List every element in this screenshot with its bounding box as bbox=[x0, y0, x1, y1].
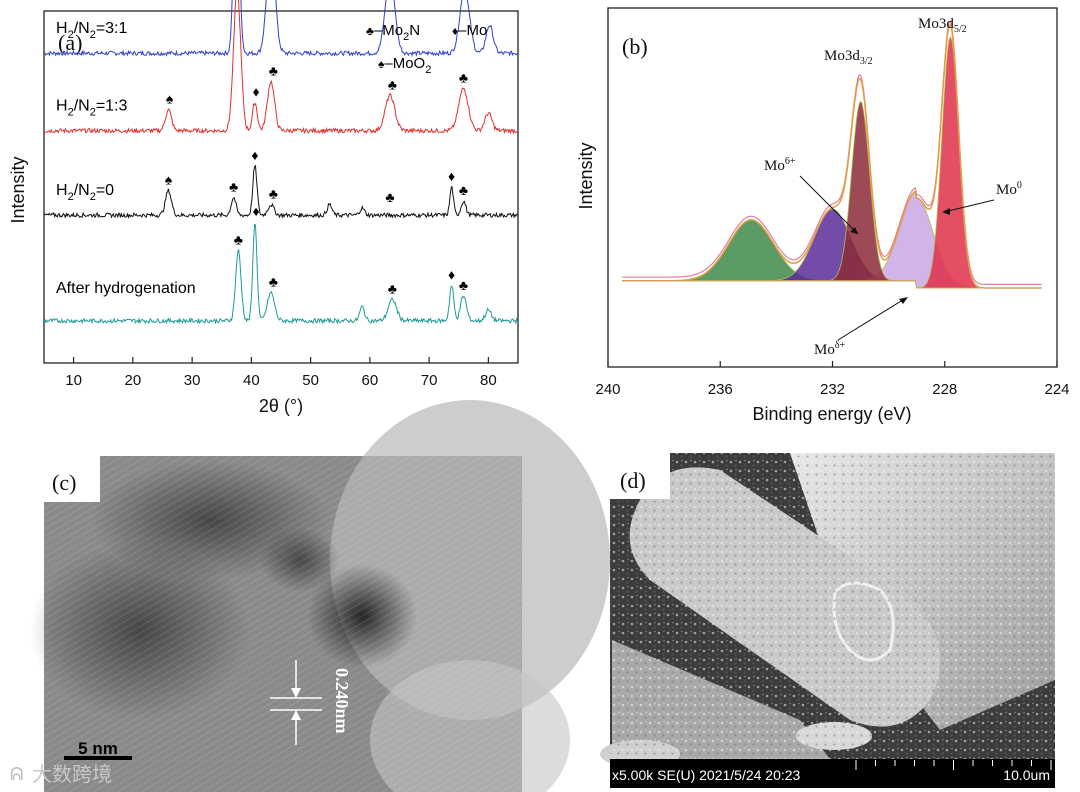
xrd-legend-entry: ♠–MoO2 bbox=[378, 55, 431, 76]
xrd-peak-marker: ♣ bbox=[229, 179, 238, 195]
xrd-peak-marker: ♦ bbox=[253, 203, 260, 219]
annotation-mo6: Mo6+ bbox=[764, 156, 796, 174]
panel-c-tem-image: (c) 0.240nm 5 nm bbox=[30, 400, 610, 792]
panel-d-label-box bbox=[610, 453, 670, 499]
xps-x-tick-label: 240 bbox=[595, 381, 620, 398]
xrd-series-label: H2/N2=1:3 bbox=[56, 98, 128, 119]
xrd-peak-marker: ♣ bbox=[385, 189, 394, 205]
xrd-peak-marker: ♣ bbox=[388, 281, 397, 297]
lattice-spacing-label: 0.240nm bbox=[332, 668, 352, 734]
panel-a-frame bbox=[43, 10, 519, 364]
xrd-y-axis-label: Intensity bbox=[8, 156, 28, 223]
xrd-peak-marker: ♦ bbox=[253, 84, 260, 100]
xps-baseline bbox=[622, 280, 1042, 289]
panel-a: (a) ♣♣♣♣H2/N2=3:1♠♣♦♣♣♣H2/N2=1:3♠♣♦♣♣♦♣H… bbox=[8, 0, 519, 416]
xps-components bbox=[622, 19, 1042, 289]
xps-x-tick-label: 228 bbox=[932, 381, 957, 398]
panel-a-label: (a) bbox=[58, 30, 82, 55]
xrd-peak-marker: ♣ bbox=[459, 277, 468, 293]
xps-y-axis-label: Intensity bbox=[576, 142, 596, 209]
xrd-peak-marker: ♦ bbox=[448, 267, 455, 283]
sem-scale-label: 10.0um bbox=[1003, 767, 1050, 783]
xrd-peak-marker: ♣ bbox=[269, 186, 278, 202]
annotation-mo3d52: Mo3d5/2 bbox=[918, 16, 967, 35]
sem-scale-ticks bbox=[855, 760, 1052, 770]
xrd-peak-marker: ♠ bbox=[165, 172, 173, 188]
xrd-x-tick-label: 20 bbox=[125, 372, 142, 389]
xps-x-tick-label: 232 bbox=[820, 381, 845, 398]
xps-x-axis-label: Binding energy (eV) bbox=[752, 404, 911, 424]
watermark-icon: ᕱ bbox=[10, 764, 23, 784]
sem-info-text: x5.00k SE(U) 2021/5/24 20:23 bbox=[612, 767, 801, 783]
panel-d-label: (d) bbox=[620, 468, 646, 493]
xps-x-tick-label: 224 bbox=[1044, 381, 1069, 398]
lattice-arrow-up-head bbox=[291, 710, 301, 720]
panel-c-label: (c) bbox=[52, 470, 76, 495]
sem-texture bbox=[610, 453, 1055, 759]
xrd-x-tick-label: 80 bbox=[480, 372, 497, 389]
xrd-peak-marker: ♣ bbox=[269, 274, 278, 290]
xrd-peak-marker: ♣ bbox=[459, 69, 468, 85]
xrd-series-label: H2/N2=3:1 bbox=[56, 20, 128, 41]
annotation-modelta: Moδ+ bbox=[814, 340, 846, 358]
arrow-mo6-head bbox=[850, 227, 858, 234]
xrd-peak-marker: ♣ bbox=[234, 231, 243, 247]
xrd-series: ♣♣♣♣H2/N2=3:1♠♣♦♣♣♣H2/N2=1:3♠♣♦♣♣♦♣H2/N2… bbox=[43, 0, 519, 325]
xrd-x-axis-label: 2θ (°) bbox=[259, 396, 303, 416]
panel-c-label-box bbox=[44, 456, 100, 502]
arrow-mo0 bbox=[943, 199, 995, 213]
xrd-series-line bbox=[43, 164, 518, 220]
arrow-mo0-head bbox=[942, 208, 950, 215]
xrd-peak-marker: ♠ bbox=[166, 91, 174, 107]
xrd-x-tick-label: 60 bbox=[362, 372, 379, 389]
xrd-x-tick-label: 30 bbox=[184, 372, 201, 389]
xrd-series-line bbox=[43, 223, 519, 325]
xrd-legend-entry: ♦–Mo bbox=[452, 22, 487, 39]
sem-info-bar bbox=[610, 759, 1055, 788]
arrow-mo6 bbox=[799, 175, 859, 235]
tem-lattice-fringes bbox=[44, 456, 522, 792]
panel-d-sem-image: (d) x5.00k SE(U) 2021/5/24 20:23 10.0um bbox=[600, 453, 1055, 788]
watermark: ᕱ 大数跨境 bbox=[10, 763, 112, 786]
panel-b-label: (b) bbox=[622, 34, 648, 59]
arrow-modelta bbox=[837, 297, 907, 341]
xrd-series-label: H2/N2=0 bbox=[56, 182, 114, 203]
annotation-mo0: Mo0 bbox=[996, 180, 1022, 198]
xrd-series-line bbox=[43, 0, 518, 135]
xrd-peak-marker: ♦ bbox=[448, 168, 455, 184]
xrd-peak-marker: ♦ bbox=[251, 147, 258, 163]
xps-x-tick-label: 236 bbox=[708, 381, 733, 398]
xrd-x-ticks: 10 20 30 40 50 60 70 80 bbox=[65, 357, 497, 389]
xrd-x-tick-label: 40 bbox=[243, 372, 260, 389]
scale-bar-label: 5 nm bbox=[78, 739, 118, 758]
xrd-series-label: After hydrogenation bbox=[56, 280, 196, 297]
xrd-peak-marker: ♣ bbox=[269, 62, 278, 78]
watermark-text: 大数跨境 bbox=[32, 763, 112, 786]
arrow-modelta-head bbox=[899, 297, 908, 304]
xrd-x-tick-label: 10 bbox=[65, 372, 82, 389]
xrd-peak-marker: ♣ bbox=[388, 76, 397, 92]
lattice-arrow-down-head bbox=[291, 688, 301, 698]
panel-b: (b) 240 236 232 228 224 Binding energy (eV) … bbox=[576, 7, 1070, 424]
xrd-x-tick-label: 70 bbox=[421, 372, 438, 389]
xrd-peak-marker: ♣ bbox=[459, 182, 468, 198]
annotation-mo3d32: Mo3d3/2 bbox=[824, 48, 873, 67]
xrd-series-line bbox=[43, 0, 518, 57]
xps-raw-data bbox=[622, 19, 1042, 285]
xps-x-ticks: 240 236 232 228 224 bbox=[595, 361, 1070, 398]
xrd-x-tick-label: 50 bbox=[302, 372, 319, 389]
xrd-legend-entry: ♣–Mo2N bbox=[366, 22, 420, 43]
xrd-legend: ♣–Mo2N ♦–Mo ♠–MoO2 bbox=[366, 22, 487, 76]
